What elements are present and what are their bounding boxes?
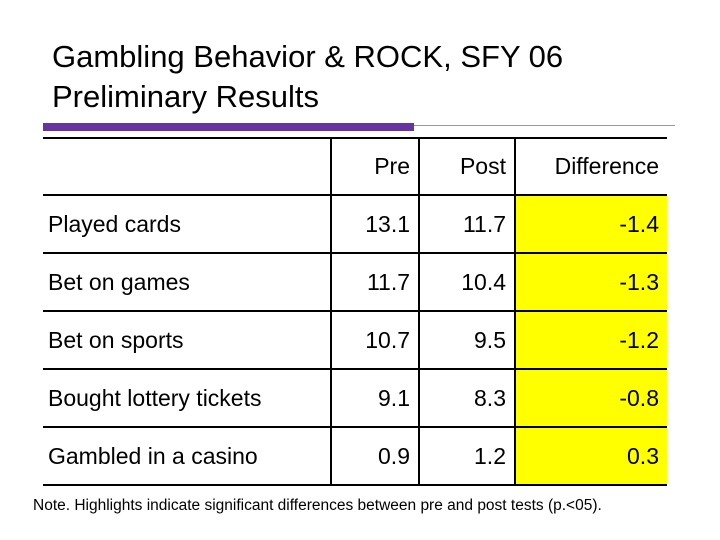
table-row: Gambled in a casino 0.9 1.2 0.3 xyxy=(43,427,667,485)
title-line-2: Preliminary Results xyxy=(52,79,320,114)
footnote: Note. Highlights indicate significant di… xyxy=(33,497,602,514)
title-accent-bar xyxy=(43,123,414,131)
header-difference: Difference xyxy=(554,153,659,179)
pre-value: 11.7 xyxy=(330,253,419,311)
header-behavior xyxy=(43,138,332,195)
post-value: 9.5 xyxy=(418,311,515,369)
difference-value: -1.4 xyxy=(514,195,667,253)
table-header-row: Pre Post Difference xyxy=(43,138,667,195)
table-row: Played cards 13.1 11.7 -1.4 xyxy=(43,195,667,253)
table-row: Bought lottery tickets 9.1 8.3 -0.8 xyxy=(43,369,667,427)
header-post: Post xyxy=(419,138,516,195)
difference-value: 0.3 xyxy=(514,427,667,485)
difference-value: -1.3 xyxy=(514,253,667,311)
post-value: 1.2 xyxy=(418,427,515,485)
title-line-1: Gambling Behavior & ROCK, SFY 06 xyxy=(52,39,564,74)
post-value: 11.7 xyxy=(418,195,515,253)
row-label: Bought lottery tickets xyxy=(48,384,262,411)
header-pre: Pre xyxy=(331,138,420,195)
table-row: Bet on games 11.7 10.4 -1.3 xyxy=(43,253,667,311)
row-label: Bet on games xyxy=(48,268,190,295)
row-label: Gambled in a casino xyxy=(48,442,258,469)
row-label: Bet on sports xyxy=(48,326,184,353)
post-value: 10.4 xyxy=(418,253,515,311)
post-value: 8.3 xyxy=(418,369,515,427)
row-label: Played cards xyxy=(48,210,181,237)
difference-value: -0.8 xyxy=(514,369,667,427)
table-row: Bet on sports 10.7 9.5 -1.2 xyxy=(43,311,667,369)
slide-title: Gambling Behavior & ROCK, SFY 06 Prelimi… xyxy=(52,37,672,117)
difference-value: -1.2 xyxy=(514,311,667,369)
pre-value: 0.9 xyxy=(330,427,419,485)
results-table: Pre Post Difference Played cards 13.1 11… xyxy=(43,137,667,486)
pre-value: 10.7 xyxy=(330,311,419,369)
pre-value: 13.1 xyxy=(330,195,419,253)
pre-value: 9.1 xyxy=(330,369,419,427)
